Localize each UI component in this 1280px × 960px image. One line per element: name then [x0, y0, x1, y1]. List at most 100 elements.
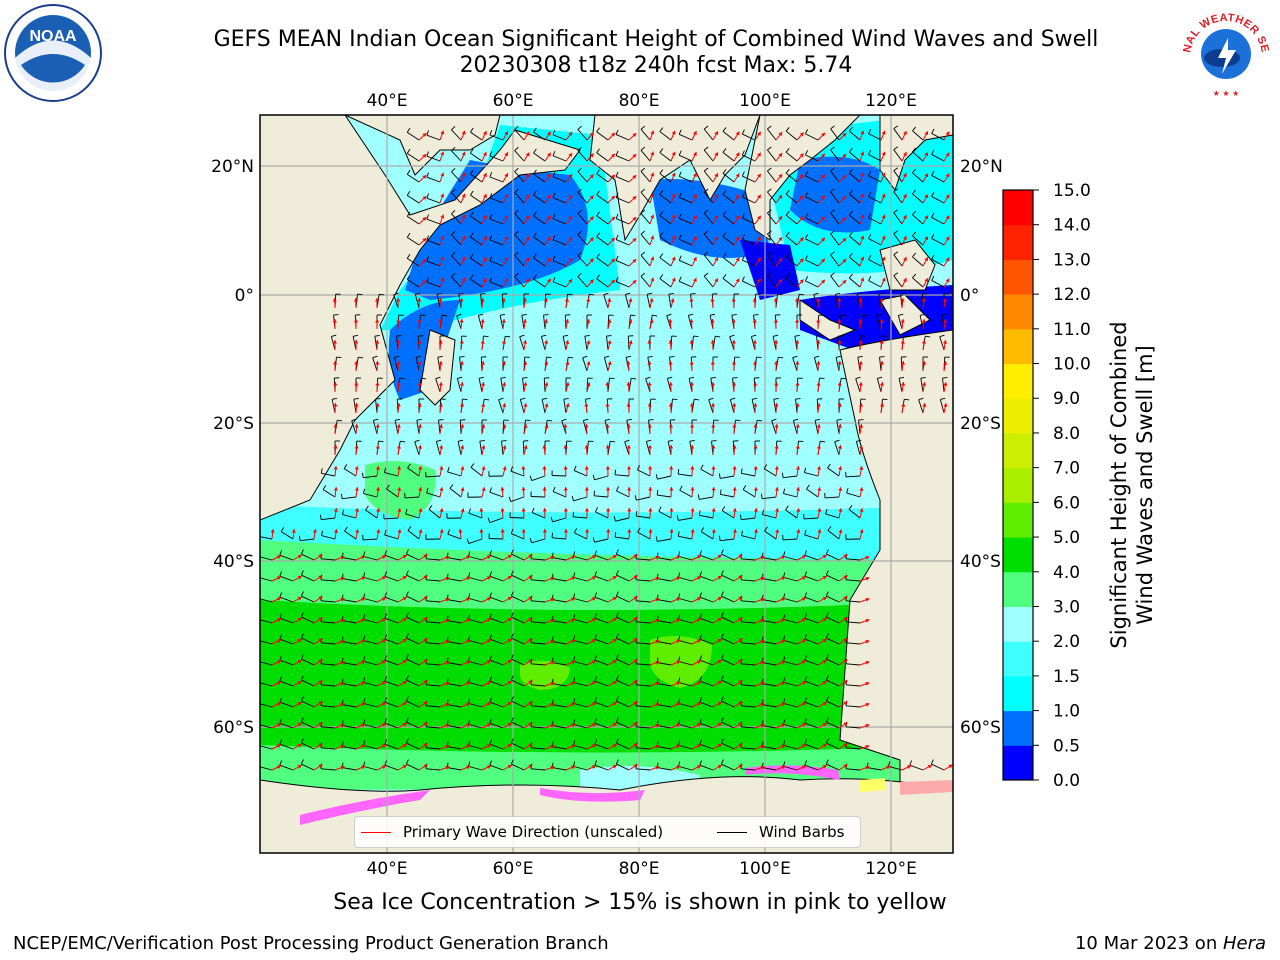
- wave-arrow-head: [612, 702, 617, 706]
- wind-barb-flag: [573, 740, 576, 746]
- colorbar-tick-label: 13.0: [1053, 250, 1091, 270]
- wave-arrow-head: [757, 215, 761, 220]
- wind-barb: [511, 700, 525, 708]
- wind-barb: [659, 194, 672, 204]
- wind-barb: [804, 659, 819, 666]
- wind-barb: [762, 620, 777, 624]
- wave-arrow-head: [865, 765, 870, 770]
- wind-barb-flag: [804, 676, 807, 682]
- wind-barb-flag: [626, 418, 632, 421]
- wave-arrow-head: [423, 743, 428, 748]
- wave-arrow-head: [795, 424, 800, 428]
- wave-arrow-head: [544, 340, 549, 344]
- wind-barb: [577, 171, 588, 183]
- wave-arrow-head: [671, 235, 676, 240]
- wave-arrow-head: [689, 382, 694, 386]
- wind-barb: [449, 488, 462, 498]
- wave-arrow-head: [563, 466, 568, 470]
- wind-barb: [941, 315, 945, 330]
- wind-barb-flag: [577, 188, 582, 193]
- wave-arrow-head: [924, 257, 928, 262]
- wave-arrow-head: [297, 702, 302, 706]
- wind-barb-flag: [363, 635, 366, 641]
- wind-barb-flag: [300, 549, 304, 555]
- wave-arrow-head: [901, 403, 906, 407]
- wind-barb-flag: [777, 293, 783, 296]
- wind-barb-flag: [510, 466, 513, 472]
- wind-barb-flag: [868, 191, 872, 197]
- wind-barb-flag: [730, 397, 736, 400]
- legend-wind-label: Wind Barbs: [759, 823, 845, 841]
- wind-barb: [826, 763, 840, 771]
- wind-barb: [616, 553, 630, 561]
- wind-barb-flag: [659, 253, 664, 258]
- wind-barb: [363, 660, 378, 666]
- wave-arrow-head: [547, 131, 551, 136]
- wave-arrow-head: [440, 277, 445, 282]
- wind-barb: [703, 149, 714, 162]
- wind-barb-flag: [426, 487, 429, 494]
- wave-arrow-head: [584, 445, 589, 449]
- wind-barb: [703, 128, 714, 141]
- wind-barb-flag: [614, 532, 617, 538]
- wave-arrow-head: [647, 340, 652, 344]
- wind-barb-flag: [331, 334, 337, 337]
- wave-arrow-head: [402, 639, 407, 643]
- sea-ice-note: Sea Ice Concentration > 15% is shown in …: [333, 890, 947, 915]
- wind-barb-flag: [834, 439, 840, 443]
- wind-barb-flag: [563, 397, 569, 400]
- wind-barb-flag: [699, 697, 702, 703]
- wave-arrow-head: [628, 340, 633, 345]
- wind-barb-flag: [678, 614, 681, 620]
- wave-arrow-head: [778, 174, 783, 179]
- wind-barb-flag: [703, 209, 709, 214]
- wind-barb-flag: [405, 570, 409, 576]
- wind-barb-flag: [848, 168, 853, 174]
- wind-barb-flag: [487, 517, 491, 523]
- wave-arrow-head: [402, 660, 407, 664]
- wind-barb-flag: [767, 188, 772, 193]
- wave-arrow-head: [655, 723, 660, 728]
- wind-barb-flag: [501, 440, 507, 442]
- wave-arrow-head: [821, 279, 825, 284]
- wave-arrow-head: [924, 236, 928, 241]
- wave-arrow-head: [821, 258, 825, 263]
- wind-barb: [721, 637, 735, 645]
- wave-arrow-head: [528, 764, 533, 769]
- lat-label-left: 40°S: [213, 552, 254, 572]
- wave-arrow-head: [693, 131, 697, 135]
- wind-barb: [468, 660, 483, 666]
- wind-barb-flag: [805, 234, 809, 240]
- colorbar-swatch: [1003, 398, 1033, 434]
- wind-barb: [762, 599, 777, 603]
- wind-barb-flag: [700, 464, 704, 470]
- wave-arrow-head: [655, 576, 660, 581]
- wind-barb: [640, 254, 651, 267]
- wave-arrow-head: [633, 722, 638, 727]
- wind-barb-flag: [546, 356, 552, 359]
- wind-barb-flag: [480, 293, 486, 295]
- wind-barb-flag: [489, 655, 492, 661]
- wind-barb: [868, 280, 882, 288]
- wave-arrow-head: [945, 194, 950, 199]
- wind-barb: [407, 131, 420, 141]
- wind-barb-flag: [571, 495, 574, 501]
- wave-arrow-head: [466, 597, 471, 602]
- wind-barb: [468, 723, 483, 729]
- wave-arrow-head: [842, 238, 847, 243]
- wind-barb: [848, 151, 861, 162]
- land-polygon: [344, 115, 501, 176]
- wind-barb: [577, 129, 588, 141]
- wave-arrow-head: [525, 215, 530, 220]
- wind-barb: [762, 557, 777, 561]
- wave-arrow-head: [507, 576, 512, 580]
- wind-barb-flag: [500, 376, 506, 379]
- wind-barb: [722, 257, 735, 267]
- wave-arrow-head: [655, 660, 660, 665]
- wind-barb-flag: [615, 759, 619, 765]
- wave-arrow-head: [480, 340, 485, 344]
- wave-arrow-head: [361, 765, 366, 770]
- wind-barb: [321, 768, 336, 771]
- wind-barb-flag: [767, 209, 772, 214]
- wave-arrow-head: [732, 466, 737, 470]
